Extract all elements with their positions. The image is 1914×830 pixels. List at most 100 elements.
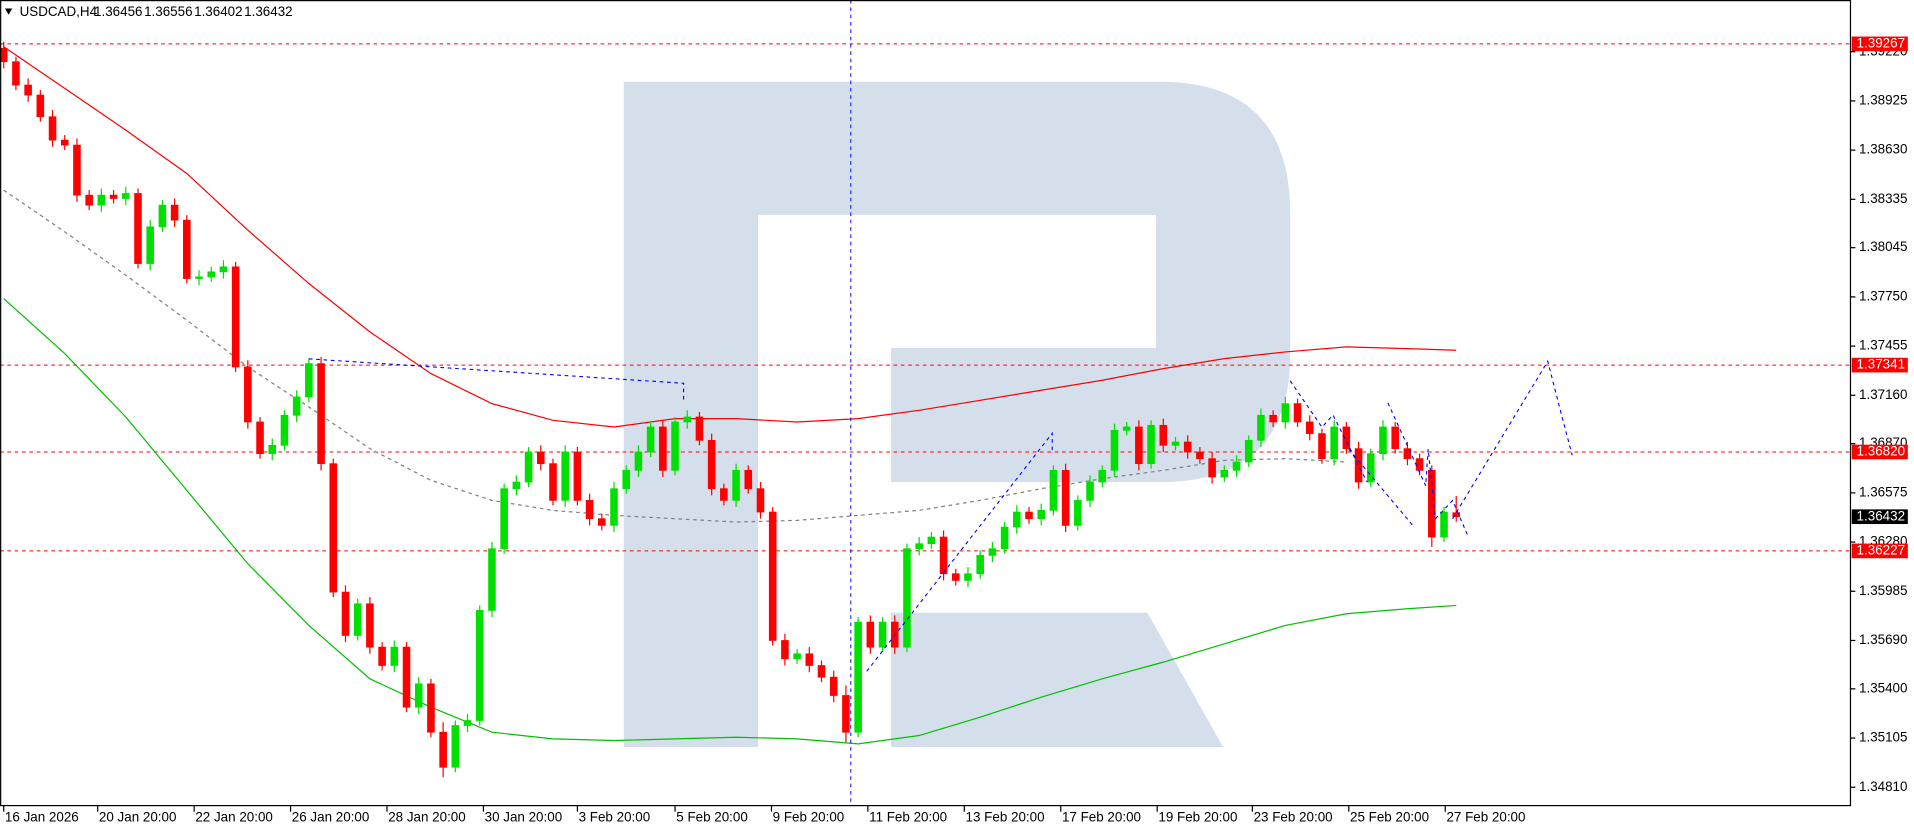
level-label: 1.36227	[1857, 542, 1905, 557]
candle-body	[60, 139, 69, 146]
moving-average-line	[3, 46, 1457, 428]
candle-body	[1318, 433, 1326, 460]
header-low: 1.36402	[194, 4, 242, 19]
candle-body	[207, 271, 216, 278]
candle-body	[1391, 426, 1399, 450]
level-label-box	[1851, 444, 1908, 460]
candle-body	[402, 646, 411, 708]
y-tick-label: 1.37160	[1859, 387, 1907, 402]
candle-body	[1232, 461, 1241, 471]
forecast-line	[1387, 402, 1469, 538]
y-tick-label: 1.35690	[1859, 632, 1907, 647]
candle-body	[573, 451, 582, 501]
candle-body	[475, 610, 484, 721]
candle-body	[414, 683, 423, 708]
candle-body	[1305, 421, 1314, 435]
candle-body	[73, 144, 81, 196]
candle-body	[1122, 426, 1131, 431]
candle-body	[305, 363, 313, 398]
symbol-menu-arrow	[4, 8, 13, 15]
candle-body	[0, 48, 8, 63]
x-tick-label: 26 Jan 20:00	[292, 809, 370, 824]
candle-body	[854, 621, 862, 733]
candle-body	[707, 439, 716, 490]
level-label-box	[1851, 357, 1908, 373]
candle-body	[1196, 451, 1204, 460]
x-tick-label: 3 Feb 20:00	[579, 809, 651, 824]
header-high: 1.36556	[144, 4, 192, 19]
candle-body	[500, 488, 508, 550]
candle-body	[512, 481, 521, 490]
candle-body	[585, 499, 594, 520]
y-tick-label: 1.34810	[1859, 779, 1907, 794]
candle-body	[1342, 426, 1351, 450]
candle-body	[1025, 511, 1033, 520]
forecast-line	[1289, 380, 1368, 483]
candle-body	[842, 695, 850, 733]
candle-body	[976, 555, 984, 575]
candle-body	[915, 543, 923, 550]
candle-body	[1366, 453, 1375, 483]
current-price-label: 1.36432	[1857, 508, 1905, 523]
candle-body	[317, 363, 325, 465]
candle-body	[97, 194, 106, 206]
candle-body	[292, 396, 301, 416]
candle-body	[36, 94, 45, 118]
level-label-box	[1851, 36, 1908, 52]
candle-body	[1159, 424, 1168, 446]
candle-body	[756, 488, 765, 513]
candle-body	[1183, 441, 1192, 453]
candle-body	[561, 451, 569, 501]
y-tick-label: 1.35985	[1859, 583, 1907, 598]
candle-body	[1000, 526, 1009, 550]
candle-body	[671, 421, 679, 471]
y-tick-label: 1.38045	[1859, 239, 1907, 254]
candle-body	[659, 426, 667, 471]
plot-frame	[0, 0, 1852, 807]
forecast-line	[866, 431, 1053, 672]
watermark-logo-leg	[891, 612, 1224, 747]
x-tick-label: 16 Jan 2026	[5, 809, 79, 824]
candle-body	[1440, 511, 1448, 538]
candle-body	[695, 416, 704, 441]
candle-body	[829, 676, 838, 696]
header-open: 1.36456	[94, 4, 142, 19]
x-tick-label: 25 Feb 20:00	[1350, 809, 1429, 824]
candle-body	[146, 226, 154, 264]
candle-body	[24, 84, 32, 96]
candle-body	[634, 451, 643, 471]
x-tick-label: 17 Feb 20:00	[1062, 809, 1141, 824]
candle-body	[1269, 414, 1277, 423]
candle-body	[1208, 458, 1216, 478]
candle-body	[109, 194, 118, 199]
candle-body	[646, 426, 655, 453]
candle-body	[927, 536, 936, 545]
candle-body	[134, 193, 142, 264]
moving-average-line	[3, 189, 1347, 523]
candle-body	[280, 414, 289, 446]
candle-body	[1220, 469, 1229, 478]
candle-body	[1281, 403, 1290, 423]
x-tick-label: 22 Jan 20:00	[195, 809, 273, 824]
candle-body	[1403, 448, 1412, 460]
candle-body	[219, 266, 228, 273]
candle-body	[817, 665, 826, 678]
candle-body	[231, 266, 240, 368]
level-label-box	[1851, 543, 1908, 559]
candle-body	[85, 194, 93, 206]
candle-body	[1330, 426, 1338, 460]
candle-body	[622, 469, 631, 490]
level-label: 1.36820	[1857, 444, 1905, 459]
x-tick-label: 11 Feb 20:00	[869, 809, 947, 824]
candle-body	[1074, 499, 1082, 526]
x-tick-label: 28 Jan 20:00	[388, 809, 466, 824]
candle-body	[1061, 469, 1070, 526]
y-tick-label: 1.38925	[1859, 92, 1907, 107]
candle-body	[1257, 414, 1265, 441]
candle-body	[805, 653, 814, 666]
candle-body	[353, 603, 362, 636]
candle-body	[1244, 439, 1253, 463]
candle-body	[939, 536, 948, 575]
candle-body	[988, 548, 997, 556]
y-tick-label: 1.36575	[1859, 484, 1907, 499]
